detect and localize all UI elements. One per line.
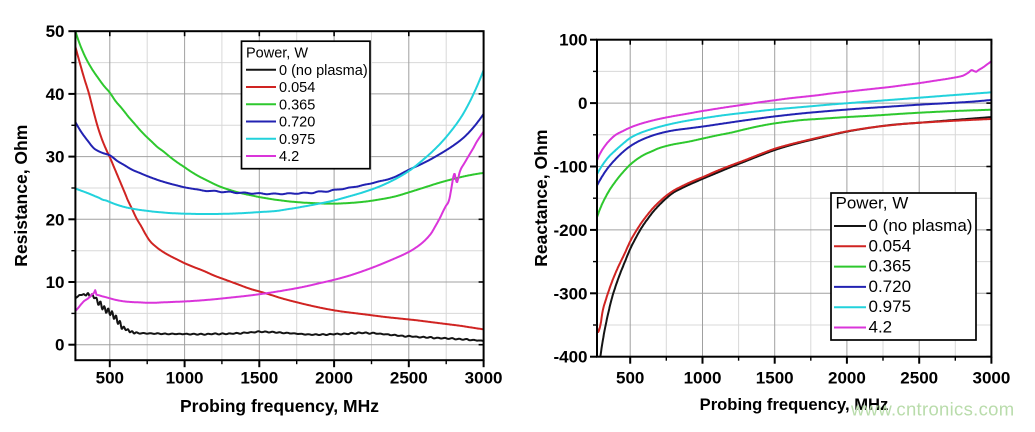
svg-text:10: 10: [46, 273, 65, 292]
svg-text:500: 500: [96, 369, 124, 388]
svg-text:Power, W: Power, W: [246, 46, 308, 62]
svg-text:3000: 3000: [465, 369, 503, 388]
svg-text:0: 0: [578, 94, 587, 113]
svg-text:1500: 1500: [240, 369, 278, 388]
svg-text:0.720: 0.720: [279, 115, 315, 131]
svg-text:Power, W: Power, W: [836, 194, 909, 213]
svg-text:Probing frequency, MHz: Probing frequency, MHz: [700, 395, 889, 414]
svg-text:2500: 2500: [390, 369, 428, 388]
svg-text:1000: 1000: [166, 369, 204, 388]
svg-text:0 (no plasma): 0 (no plasma): [869, 216, 973, 235]
svg-text:-400: -400: [553, 348, 587, 367]
svg-text:4.2: 4.2: [279, 149, 299, 165]
svg-text:0.054: 0.054: [869, 236, 912, 255]
svg-text:0: 0: [55, 336, 64, 355]
svg-text:2000: 2000: [315, 369, 353, 388]
svg-text:4.2: 4.2: [869, 318, 893, 337]
svg-text:0 (no plasma): 0 (no plasma): [279, 63, 368, 79]
svg-text:2000: 2000: [828, 369, 866, 388]
svg-text:50: 50: [46, 22, 65, 41]
svg-text:Reactance, Ohm: Reactance, Ohm: [531, 130, 551, 267]
svg-text:2500: 2500: [900, 369, 938, 388]
svg-text:40: 40: [46, 85, 65, 104]
svg-text:1000: 1000: [684, 369, 722, 388]
svg-text:0.975: 0.975: [869, 297, 912, 316]
svg-text:Resistance, Ohm: Resistance, Ohm: [11, 125, 31, 267]
svg-text:0.975: 0.975: [279, 132, 315, 148]
svg-text:1500: 1500: [756, 369, 794, 388]
svg-text:Probing frequency, MHz: Probing frequency, MHz: [180, 396, 379, 416]
svg-text:100: 100: [559, 31, 587, 50]
svg-text:-100: -100: [553, 158, 587, 177]
svg-text:0.054: 0.054: [279, 80, 315, 96]
svg-text:30: 30: [46, 148, 65, 167]
svg-text:3000: 3000: [972, 369, 1010, 388]
svg-text:0.365: 0.365: [869, 257, 912, 276]
svg-text:0.720: 0.720: [869, 277, 912, 296]
svg-text:-200: -200: [553, 221, 587, 240]
svg-text:0.365: 0.365: [279, 97, 315, 113]
svg-text:20: 20: [46, 210, 65, 229]
svg-text:www.cntronics.com: www.cntronics.com: [850, 399, 1014, 420]
svg-text:-300: -300: [553, 284, 587, 303]
svg-text:500: 500: [616, 369, 644, 388]
